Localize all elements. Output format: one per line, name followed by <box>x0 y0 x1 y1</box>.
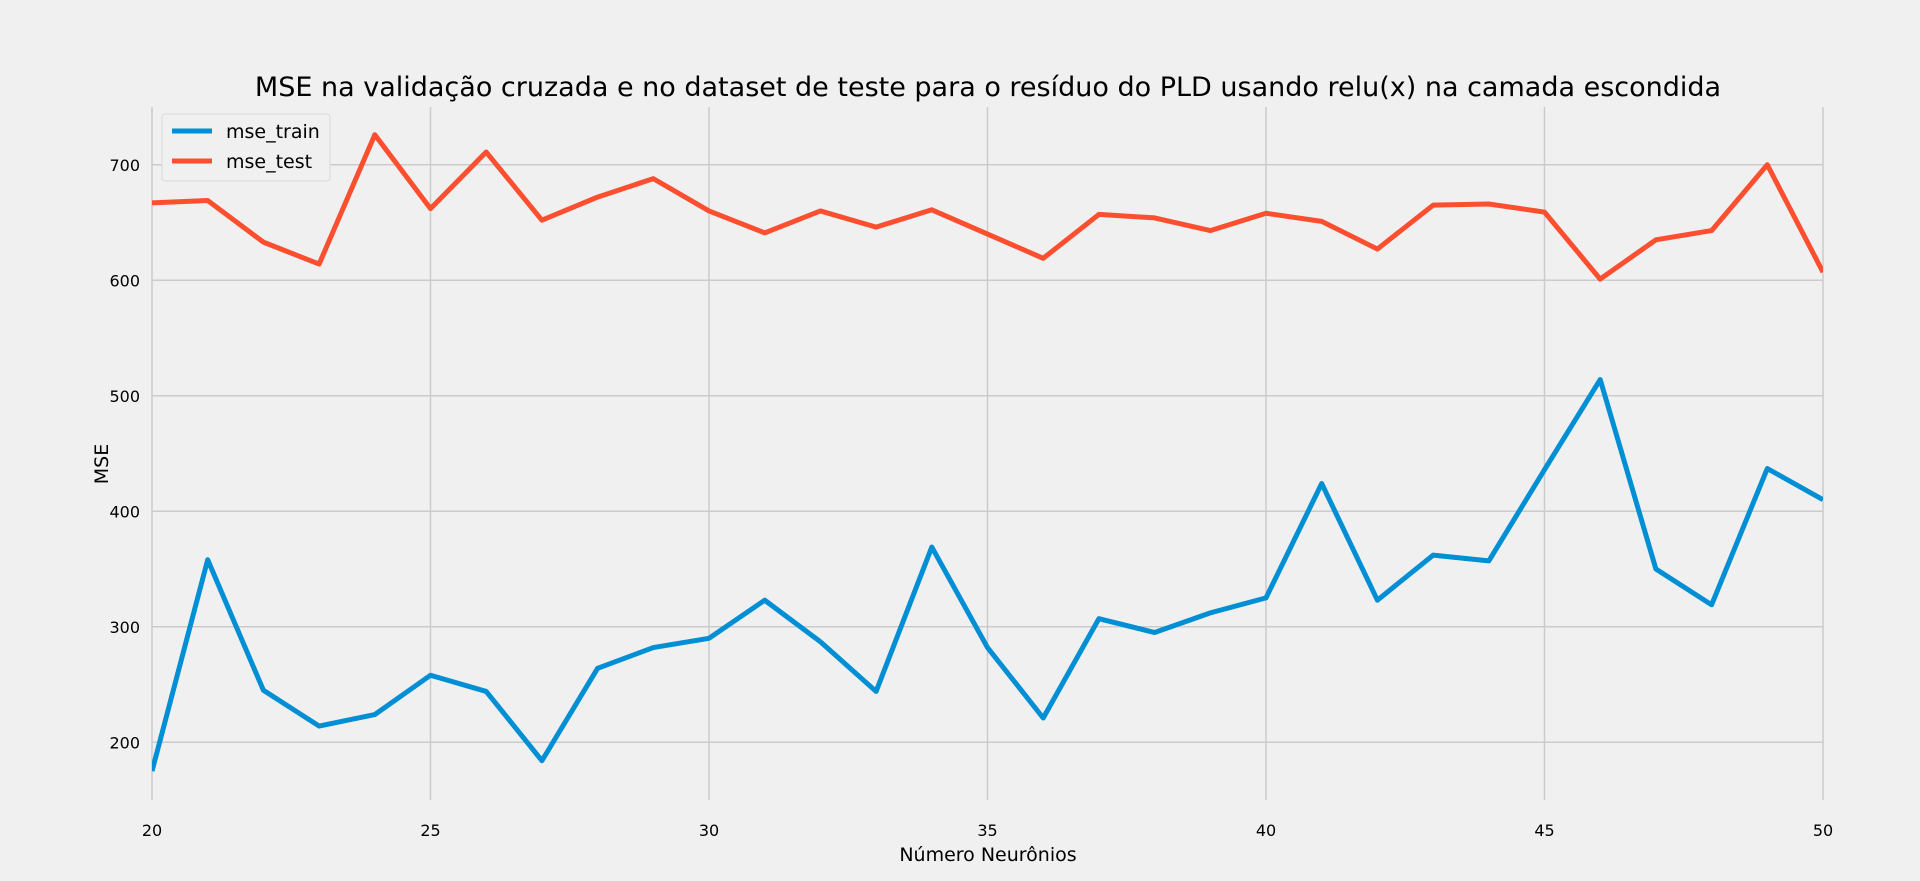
series-line-mse-train <box>152 377 1823 772</box>
y-tick-label: 300 <box>109 618 140 637</box>
legend-label-mse-train: mse_train <box>226 121 320 143</box>
x-tick-label: 40 <box>1256 821 1276 840</box>
x-tick-label: 45 <box>1534 821 1554 840</box>
y-tick-label: 500 <box>109 387 140 406</box>
y-tick-label: 400 <box>109 502 140 521</box>
legend: mse_train mse_test <box>161 113 331 182</box>
series-layer <box>152 132 1823 772</box>
grid <box>151 107 1824 800</box>
y-axis-label: MSE <box>91 444 113 484</box>
x-tick-label: 25 <box>420 821 440 840</box>
y-tick-label: 700 <box>109 156 140 175</box>
x-tick-labels: 20 25 30 35 40 45 50 <box>142 821 1833 840</box>
x-tick-label: 35 <box>977 821 997 840</box>
series-line-mse-test <box>152 132 1823 282</box>
x-tick-label: 50 <box>1813 821 1833 840</box>
y-tick-labels: 200 300 400 500 600 700 <box>109 156 140 753</box>
x-tick-label: 30 <box>699 821 719 840</box>
chart-title: MSE na validação cruzada e no dataset de… <box>255 72 1721 103</box>
y-tick-label: 600 <box>109 271 140 290</box>
legend-label-mse-test: mse_test <box>226 151 312 173</box>
x-axis-label: Número Neurônios <box>899 844 1076 866</box>
x-tick-label: 20 <box>142 821 162 840</box>
y-tick-label: 200 <box>109 733 140 752</box>
